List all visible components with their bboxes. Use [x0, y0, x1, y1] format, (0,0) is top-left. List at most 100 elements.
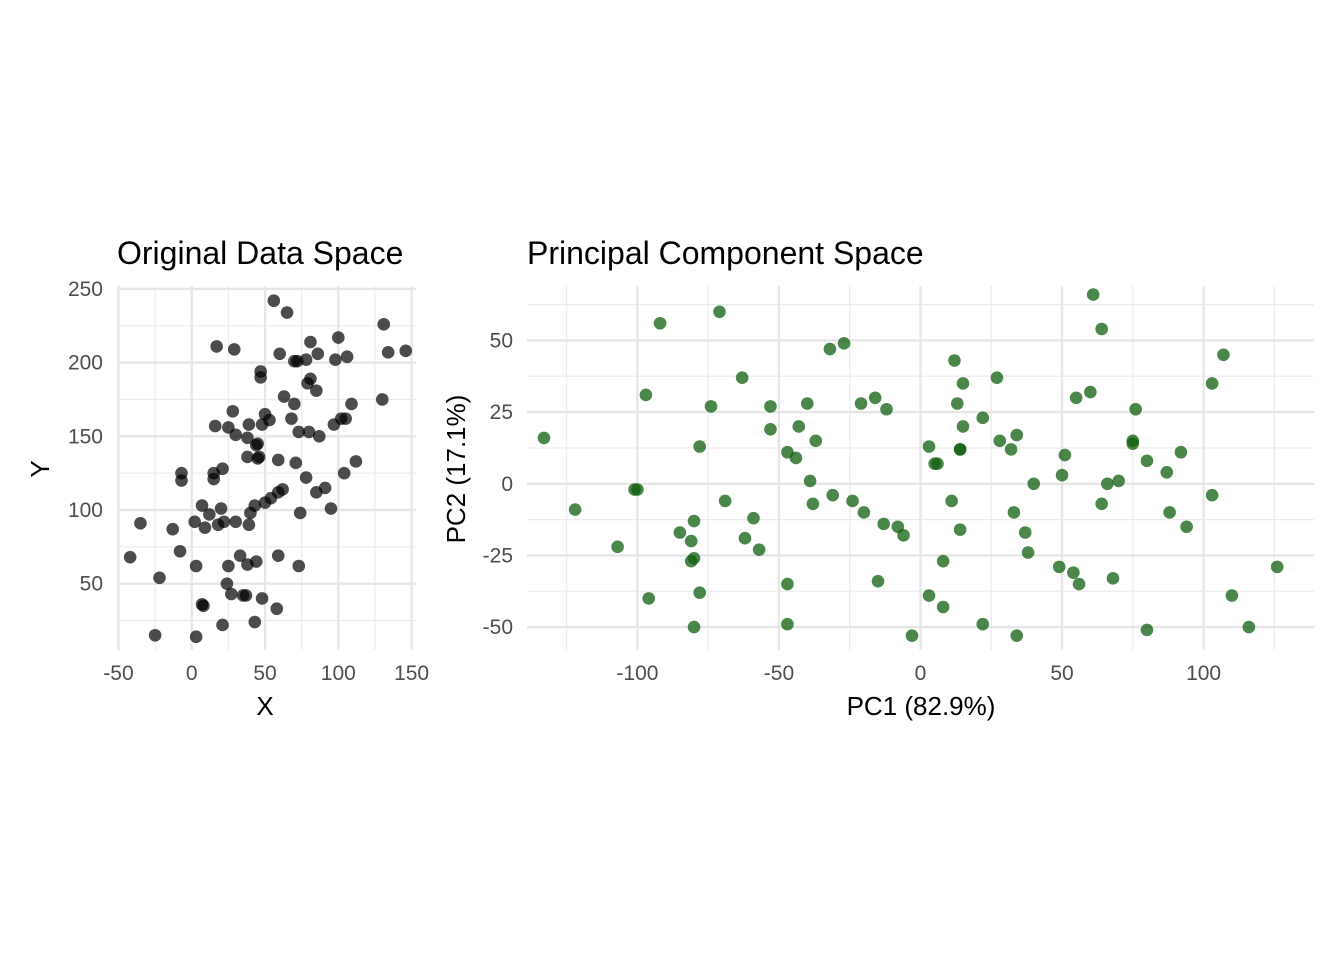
original-data-point [332, 331, 345, 344]
pc-data-point [693, 586, 706, 599]
original-gridlines [117, 286, 416, 650]
original-data-point [210, 340, 223, 353]
original-data-point [312, 430, 326, 443]
pc-data-point [1084, 385, 1097, 399]
pc-data-point [1052, 560, 1066, 574]
pc-data-point [1010, 629, 1024, 642]
original-data-point [302, 425, 316, 439]
pc-data-point [752, 543, 766, 556]
pc-data-point [687, 514, 701, 528]
original-data-point [197, 599, 210, 613]
pc-x-tick-label: -100 [616, 662, 658, 685]
original-data-point [244, 506, 257, 520]
pc-data-point [1007, 506, 1021, 519]
original-data-point [173, 544, 187, 558]
pc-data-point [990, 371, 1004, 385]
pc-x-tick-label: 50 [1050, 662, 1073, 685]
original-data-point [324, 502, 338, 515]
original-data-point [289, 456, 303, 470]
pc-data-point [931, 457, 944, 471]
original-data-point [255, 592, 269, 605]
pc-y-tick-label: 0 [501, 473, 513, 496]
original-data-point [241, 431, 254, 445]
pc-data-point [1058, 448, 1072, 462]
original-data-point [292, 425, 306, 439]
original-data-point [225, 587, 238, 601]
original-data-point [222, 559, 235, 573]
pc-data-point [803, 474, 817, 488]
original-data-point [270, 602, 284, 616]
pc-data-point [857, 506, 871, 519]
original-panel-title: Original Data Space [117, 235, 403, 271]
pc-data-point [713, 305, 726, 319]
original-data-point [239, 589, 253, 602]
pc-data-point [611, 540, 624, 554]
original-y-tick-label: 50 [80, 573, 103, 596]
original-data-point [318, 481, 332, 495]
pc-data-point [687, 551, 701, 565]
original-data-point [271, 453, 285, 467]
original-data-point [229, 515, 243, 529]
original-data-point [255, 418, 269, 431]
original-data-point [226, 404, 240, 418]
original-data-point [299, 353, 313, 366]
original-y-axis-label: Y [25, 460, 55, 477]
original-data-point [337, 466, 351, 480]
pc-data-point [653, 316, 667, 330]
original-data-point [214, 502, 228, 515]
pc-data-point [953, 443, 967, 456]
original-data-point [242, 518, 256, 532]
original-data-point [381, 346, 395, 359]
original-data-point [292, 559, 306, 573]
original-data-point [271, 549, 285, 562]
pc-data-point [687, 620, 701, 634]
pc-data-point [718, 494, 732, 508]
pc-data-point [956, 420, 970, 433]
pc-data-point [1101, 477, 1114, 491]
original-data-point [340, 350, 354, 364]
pc-data-point [800, 397, 814, 410]
pc-data-point [1205, 377, 1219, 390]
original-data-point [148, 628, 162, 642]
original-data-point [339, 412, 352, 425]
pc-x-tick-label: 100 [1186, 662, 1221, 685]
original-data-point [293, 506, 307, 520]
pc-data-point [1140, 623, 1154, 637]
pc-data-point [1112, 474, 1125, 488]
pc-data-point [1010, 428, 1024, 442]
original-data-point [277, 390, 291, 403]
pc-data-point [922, 440, 936, 453]
pc-data-point [735, 371, 749, 385]
pc-data-point [789, 451, 803, 465]
pc-data-point [823, 342, 837, 356]
pc-data-point [826, 488, 840, 502]
pc-data-point [1225, 589, 1239, 602]
pc-data-point [704, 400, 718, 413]
pc-data-point [1163, 506, 1176, 519]
original-data-point [198, 521, 212, 534]
pc-y-tick-label: -50 [483, 616, 513, 639]
pc-data-point [1242, 620, 1256, 634]
original-data-point [345, 397, 358, 411]
pc-x-tick-label: 0 [915, 662, 927, 685]
original-data-point [248, 615, 262, 629]
pc-data-point [846, 494, 859, 508]
original-data-point [249, 438, 263, 452]
pc-data-point [792, 420, 806, 433]
original-data-point [153, 571, 166, 585]
original-data-point [299, 471, 313, 484]
original-data-point [227, 343, 241, 356]
pc-x-axis-label: PC1 (82.9%) [847, 691, 996, 721]
pc-data-point [871, 574, 885, 588]
pc-data-point [1180, 520, 1193, 534]
pc-data-point [993, 434, 1007, 448]
pc-data-point [537, 431, 551, 445]
original-data-point [258, 496, 272, 509]
pc-data-point [1086, 288, 1100, 301]
pc-data-point [948, 354, 961, 367]
original-y-tick-label: 200 [68, 352, 103, 375]
pc-data-point [1174, 445, 1188, 459]
original-x-tick-label: 150 [394, 662, 429, 685]
pc-data-point [568, 503, 582, 516]
